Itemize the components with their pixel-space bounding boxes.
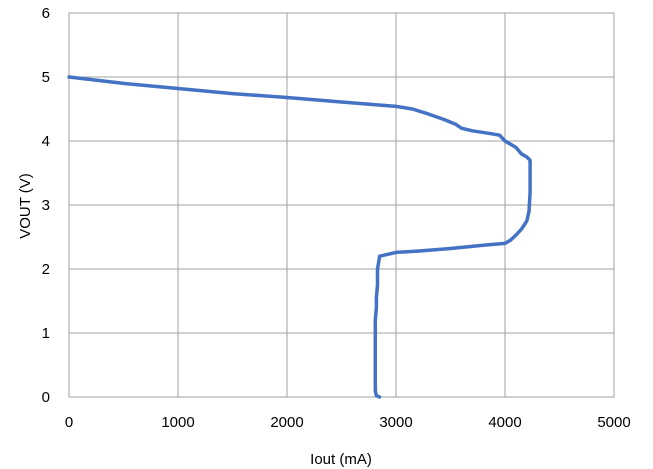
- y-tick-label: 1: [42, 325, 50, 342]
- y-tick-label: 6: [42, 5, 50, 22]
- x-tick-label: 4000: [488, 414, 521, 431]
- y-tick-label: 0: [42, 389, 50, 406]
- x-axis-title: Iout (mA): [310, 451, 372, 468]
- y-tick-label: 4: [42, 133, 50, 150]
- y-tick-label: 2: [42, 261, 50, 278]
- x-tick-label: 1000: [161, 414, 194, 431]
- x-tick-label: 5000: [597, 414, 630, 431]
- series-line-0: [67, 75, 532, 399]
- series-layer: [67, 75, 532, 399]
- y-axis-ticks: 0 1 2 3 4 5 6: [42, 5, 50, 406]
- y-tick-label: 5: [42, 69, 50, 86]
- y-axis-title: VOUT (V): [17, 173, 34, 239]
- x-tick-label: 2000: [270, 414, 303, 431]
- x-tick-label: 0: [65, 414, 73, 431]
- grid-lines: [68, 12, 615, 398]
- x-tick-label: 3000: [379, 414, 412, 431]
- y-tick-label: 3: [42, 197, 50, 214]
- plot-area-frame: [68, 12, 615, 398]
- x-axis-ticks: 0 1000 2000 3000 4000 5000: [65, 414, 631, 431]
